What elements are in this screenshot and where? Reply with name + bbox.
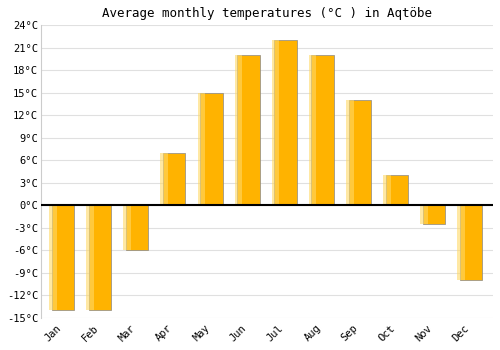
Bar bbox=[312, 55, 334, 205]
Bar bbox=[164, 153, 186, 205]
Bar bbox=[234, 55, 242, 205]
Bar bbox=[420, 205, 428, 224]
Title: Average monthly temperatures (°C ) in Aqtöbe: Average monthly temperatures (°C ) in Aq… bbox=[102, 7, 432, 20]
Bar bbox=[50, 205, 57, 310]
Bar bbox=[52, 205, 74, 310]
Bar bbox=[457, 205, 464, 280]
Bar bbox=[274, 40, 296, 205]
Bar bbox=[238, 55, 260, 205]
Bar bbox=[124, 205, 131, 250]
Bar bbox=[272, 40, 280, 205]
Bar bbox=[346, 100, 354, 205]
Bar bbox=[386, 175, 408, 205]
Bar bbox=[160, 153, 168, 205]
Bar bbox=[86, 205, 94, 310]
Bar bbox=[460, 205, 482, 280]
Bar bbox=[422, 205, 445, 224]
Bar bbox=[126, 205, 148, 250]
Bar bbox=[200, 93, 222, 205]
Bar bbox=[308, 55, 316, 205]
Bar bbox=[198, 93, 205, 205]
Bar bbox=[383, 175, 390, 205]
Bar bbox=[348, 100, 371, 205]
Bar bbox=[89, 205, 112, 310]
